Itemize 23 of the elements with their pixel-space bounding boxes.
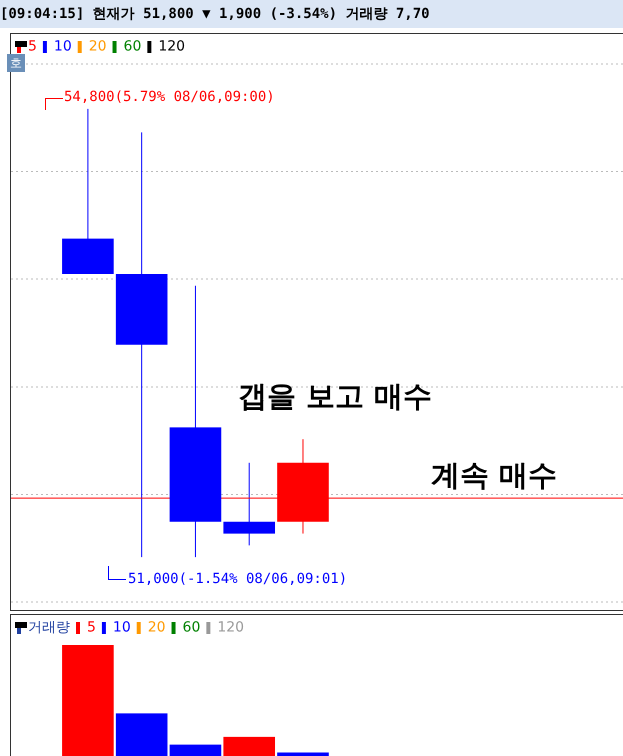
legend-label: 5 <box>28 38 37 55</box>
annotation: 갭을 보고 매수 <box>238 378 432 415</box>
legend-label: 120 <box>158 38 186 55</box>
candlestick <box>223 462 276 546</box>
legend-label: 10 <box>112 620 131 636</box>
bar <box>170 744 222 756</box>
bar <box>223 736 276 756</box>
legend-label: 20 <box>148 620 166 636</box>
bar <box>277 752 329 756</box>
text: 51,000(-1.54% 08/06,09:01) <box>128 571 348 587</box>
text: 54,800(5.79% 08/06,09:00) <box>64 89 275 105</box>
bar <box>62 645 114 756</box>
legend-label: 60 <box>182 620 200 636</box>
legend-label: 10 <box>54 38 72 55</box>
chart-title: [09:04:15] 현재가 51,800 ▼ 1,900 (-3.54%) 거래량 7,70 <box>0 0 623 28</box>
legend-label: 20 <box>88 38 107 55</box>
legend-label: 120 <box>217 620 244 636</box>
series-label: 거래량 <box>28 620 70 636</box>
legend-label: 60 <box>124 38 142 55</box>
text: 호 <box>7 54 25 72</box>
legend-label: 5 <box>87 620 96 636</box>
bar <box>116 713 168 756</box>
text: 계속 매수 <box>431 457 558 494</box>
